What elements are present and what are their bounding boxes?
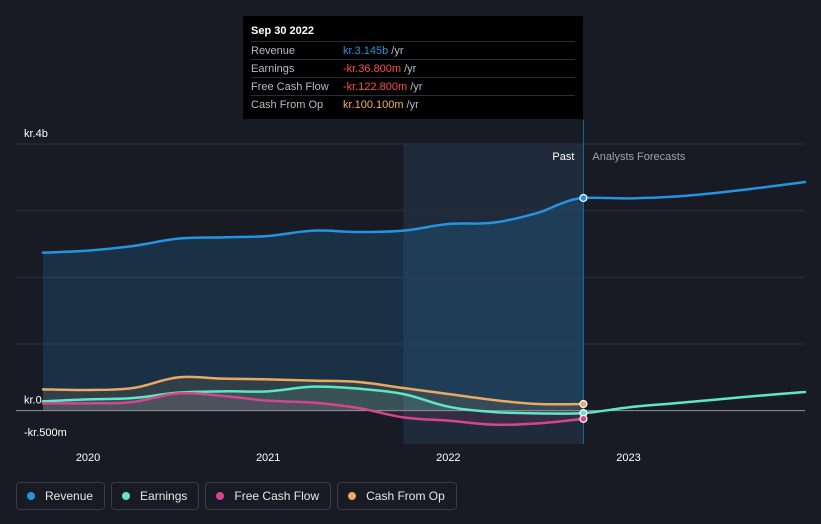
tooltip-row-revenue: Revenue kr.3.145b /yr <box>251 41 575 59</box>
legend-item-revenue[interactable]: Revenue <box>16 482 106 510</box>
cash-from-op-dot-icon <box>348 492 357 500</box>
tooltip-label: Free Cash Flow <box>251 80 329 93</box>
legend-item-free-cash-flow[interactable]: Free Cash Flow <box>205 482 332 510</box>
legend-label: Revenue <box>45 489 94 503</box>
tooltip-value: -kr.36.800m <box>343 62 402 75</box>
x-tick-label: 2022 <box>436 452 460 464</box>
tooltip-label: Cash From Op <box>251 98 324 111</box>
tooltip-row-earnings: Earnings -kr.36.800m /yr <box>251 59 575 77</box>
tooltip: Sep 30 2022 Revenue kr.3.145b /yr Earnin… <box>243 16 583 119</box>
y-tick-label: kr.4b <box>24 128 48 140</box>
gridlines <box>16 143 805 345</box>
free-cash-flow-area <box>43 393 584 425</box>
revenue-dot-icon <box>27 492 35 500</box>
tooltip-value: kr.100.100m <box>343 98 404 111</box>
y-tick-label: -kr.500m <box>24 427 67 439</box>
legend-label: Earnings <box>140 489 188 503</box>
revenue-area <box>43 198 584 411</box>
past-highlight-region <box>403 144 584 444</box>
cash-from-op-marker <box>579 399 588 409</box>
legend-item-earnings[interactable]: Earnings <box>111 482 200 510</box>
legend-label: Cash From Op <box>366 489 445 503</box>
y-axis-labels: kr.4b kr.0 -kr.500m <box>24 128 67 439</box>
legend: Revenue Earnings Free Cash Flow Cash Fro… <box>16 482 457 510</box>
cash-from-op-area <box>43 376 584 411</box>
tooltip-date: Sep 30 2022 <box>251 25 314 37</box>
past-label: Past <box>552 151 574 163</box>
tooltip-label: Earnings <box>251 62 295 75</box>
legend-item-cash-from-op[interactable]: Cash From Op <box>337 482 457 510</box>
x-tick-label: 2023 <box>616 452 640 464</box>
series-end-markers <box>579 193 588 423</box>
cash-from-op-line <box>41 375 585 406</box>
free-cash-flow-line <box>41 391 585 427</box>
free-cash-flow-dot-icon <box>216 492 225 500</box>
revenue-marker <box>579 193 588 203</box>
free-cash-flow-marker <box>579 414 588 423</box>
y-tick-label: kr.0 <box>24 395 42 407</box>
series-lines <box>41 180 807 427</box>
tooltip-unit: /yr <box>404 62 417 75</box>
legend-label: Free Cash Flow <box>234 489 320 503</box>
tooltip-label: Revenue <box>251 44 296 57</box>
tooltip-value: -kr.122.800m <box>343 80 408 93</box>
tooltip-unit: /yr <box>410 80 423 93</box>
tooltip-unit: /yr <box>391 44 404 57</box>
x-tick-label: 2020 <box>76 452 100 464</box>
tooltip-value: kr.3.145b <box>343 44 389 57</box>
x-axis-labels: 2020 2021 2022 2023 <box>76 452 641 464</box>
revenue-line <box>41 180 807 254</box>
x-tick-label: 2021 <box>256 452 280 464</box>
tooltip-row-cash-from-op: Cash From Op kr.100.100m /yr <box>251 95 575 113</box>
earnings-dot-icon <box>122 492 131 500</box>
analysts-forecasts-label: Analysts Forecasts <box>592 151 685 163</box>
tooltip-row-free-cash-flow: Free Cash Flow -kr.122.800m /yr <box>251 77 575 95</box>
tooltip-unit: /yr <box>406 98 419 111</box>
